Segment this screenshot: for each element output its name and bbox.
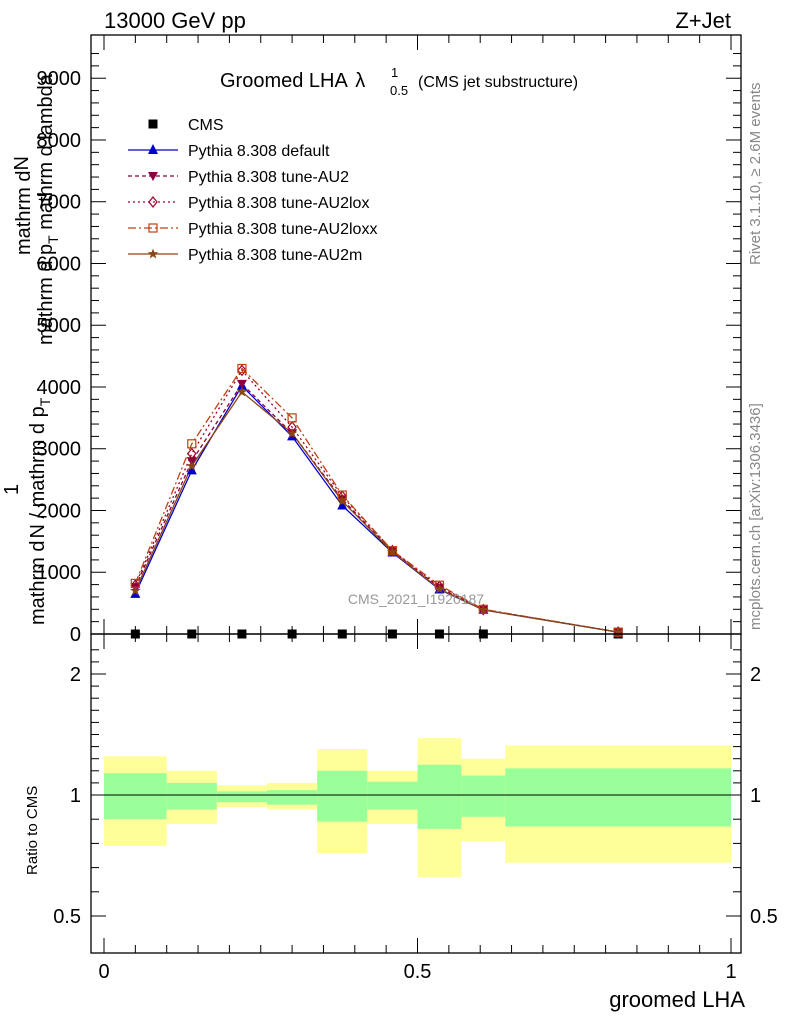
y-tick-label: 8000 bbox=[37, 130, 82, 152]
ratio-band-inner bbox=[417, 764, 462, 829]
y-tick-label: 1000 bbox=[37, 562, 82, 584]
ratio-band-inner bbox=[505, 768, 731, 827]
ratio-y-tick-label: 2 bbox=[70, 664, 81, 686]
main-y-axis-label: mathrm dN mathrm d pT mathrm d lambda 1 … bbox=[1, 73, 61, 625]
legend-marker-au2m bbox=[147, 248, 159, 259]
ratio-band-inner bbox=[166, 782, 217, 810]
data-point-au2loxx bbox=[237, 363, 247, 374]
main-title-suffix: (CMS jet substructure) bbox=[418, 74, 578, 91]
ratio-band-inner bbox=[267, 790, 318, 805]
y-tick-label: 2000 bbox=[37, 500, 82, 522]
data-point-au2m bbox=[236, 386, 248, 397]
energy-label: 13000 GeV pp bbox=[104, 8, 246, 33]
ratio-band-inner bbox=[461, 775, 506, 817]
ratio-panel-frame bbox=[90, 633, 742, 954]
data-point-au2lox bbox=[237, 364, 247, 377]
ratio-band-inner bbox=[367, 781, 418, 810]
main-title-lambda: λ bbox=[355, 70, 365, 92]
axis-ticks bbox=[91, 35, 741, 953]
rivet-version-label: Rivet 3.1.10, ≥ 2.6M events bbox=[747, 83, 764, 266]
process-label: Z+Jet bbox=[675, 8, 731, 33]
ratio-y-tick-label-right: 0.5 bbox=[750, 906, 778, 928]
data-point-au2m bbox=[130, 585, 141, 596]
data-point-au2m bbox=[478, 604, 489, 615]
y-tick-label: 5000 bbox=[37, 315, 82, 337]
mcplots-label: mcplots.cern.ch [arXiv:1306.3436] bbox=[747, 403, 764, 630]
legend-marker-cms bbox=[148, 119, 158, 129]
legend-marker-default bbox=[148, 144, 158, 154]
ratio-band-inner bbox=[317, 770, 368, 822]
legend-label-au2: Pythia 8.308 tune-AU2 bbox=[188, 169, 349, 186]
data-point-au2 bbox=[236, 379, 247, 389]
legend-label-cms: CMS bbox=[188, 117, 224, 134]
data-point-au2lox bbox=[478, 603, 489, 616]
data-point-au2m bbox=[186, 460, 198, 471]
legend-label-au2lox: Pythia 8.308 tune-AU2lox bbox=[188, 195, 369, 212]
y-tick-label: 6000 bbox=[37, 253, 82, 275]
main-title-prefix: Groomed LHA bbox=[220, 70, 348, 92]
data-point-au2lox bbox=[187, 447, 197, 460]
ratio-band-inner bbox=[104, 773, 167, 820]
data-point-au2lox bbox=[387, 544, 398, 557]
x-tick-label: 0 bbox=[98, 961, 109, 983]
legend-label-default: Pythia 8.308 default bbox=[188, 143, 330, 160]
data-point-default bbox=[186, 464, 197, 475]
ratio-y-tick-label: 0.5 bbox=[53, 906, 81, 928]
analysis-watermark: CMS_2021_I1920187 bbox=[348, 591, 484, 607]
ylabel-line1: mathrm dN bbox=[11, 156, 35, 255]
ylabel-frac-denominator: mathrm dN / mathrm d pT bbox=[27, 397, 53, 625]
x-axis-label: groomed LHA bbox=[609, 987, 745, 1012]
ratio-y-axis-label: Ratio to CMS bbox=[24, 786, 41, 875]
y-tick-label: 3000 bbox=[37, 439, 82, 461]
legend-label-au2m: Pythia 8.308 tune-AU2m bbox=[188, 247, 362, 264]
legend-label-au2loxx: Pythia 8.308 tune-AU2loxx bbox=[188, 221, 377, 238]
ylabel-frac-numerator: 1 bbox=[1, 484, 23, 495]
legend-marker-au2lox bbox=[148, 196, 158, 208]
axis-tick-labels: 0 1000 2000 3000 4000 5000 6000 7000 8000 9000 0 0.… bbox=[37, 68, 778, 983]
data-point-au2loxx bbox=[187, 439, 197, 449]
main-title-sub: 0.5 bbox=[390, 83, 408, 98]
ratio-bands bbox=[104, 738, 731, 878]
y-tick-label: 0 bbox=[70, 624, 81, 646]
x-tick-label: 1 bbox=[725, 961, 736, 983]
data-point-default bbox=[337, 499, 348, 510]
data-point-au2m bbox=[434, 583, 445, 594]
data-point-au2m bbox=[337, 495, 348, 506]
legend: CMS Pythia 8.308 default Pythia 8.308 tune… bbox=[128, 117, 377, 264]
data-point-au2m bbox=[387, 546, 398, 557]
data-point-au2m bbox=[286, 427, 298, 438]
x-tick-label: 0.5 bbox=[404, 961, 432, 983]
legend-marker-au2loxx bbox=[148, 223, 158, 233]
y-tick-label: 7000 bbox=[37, 192, 82, 214]
y-tick-label: 9000 bbox=[37, 68, 82, 90]
series-line-au2loxx bbox=[134, 367, 619, 633]
ylabel-line2: mathrm d pT mathrm d lambda bbox=[35, 73, 61, 345]
data-point-au2lox bbox=[434, 580, 445, 593]
ratio-band-inner bbox=[216, 791, 268, 803]
data-point-au2loxx bbox=[287, 413, 297, 423]
main-title-sup: 1 bbox=[391, 65, 398, 80]
ratio-y-tick-label: 1 bbox=[70, 785, 81, 807]
ratio-y-tick-label-right: 2 bbox=[750, 664, 761, 686]
legend-marker-au2 bbox=[148, 172, 158, 181]
main-title: Groomed LHA λ bbox=[220, 70, 365, 92]
ratio-y-tick-label-right: 1 bbox=[750, 785, 761, 807]
data-point-au2m bbox=[612, 626, 624, 637]
y-tick-label: 4000 bbox=[37, 377, 82, 399]
